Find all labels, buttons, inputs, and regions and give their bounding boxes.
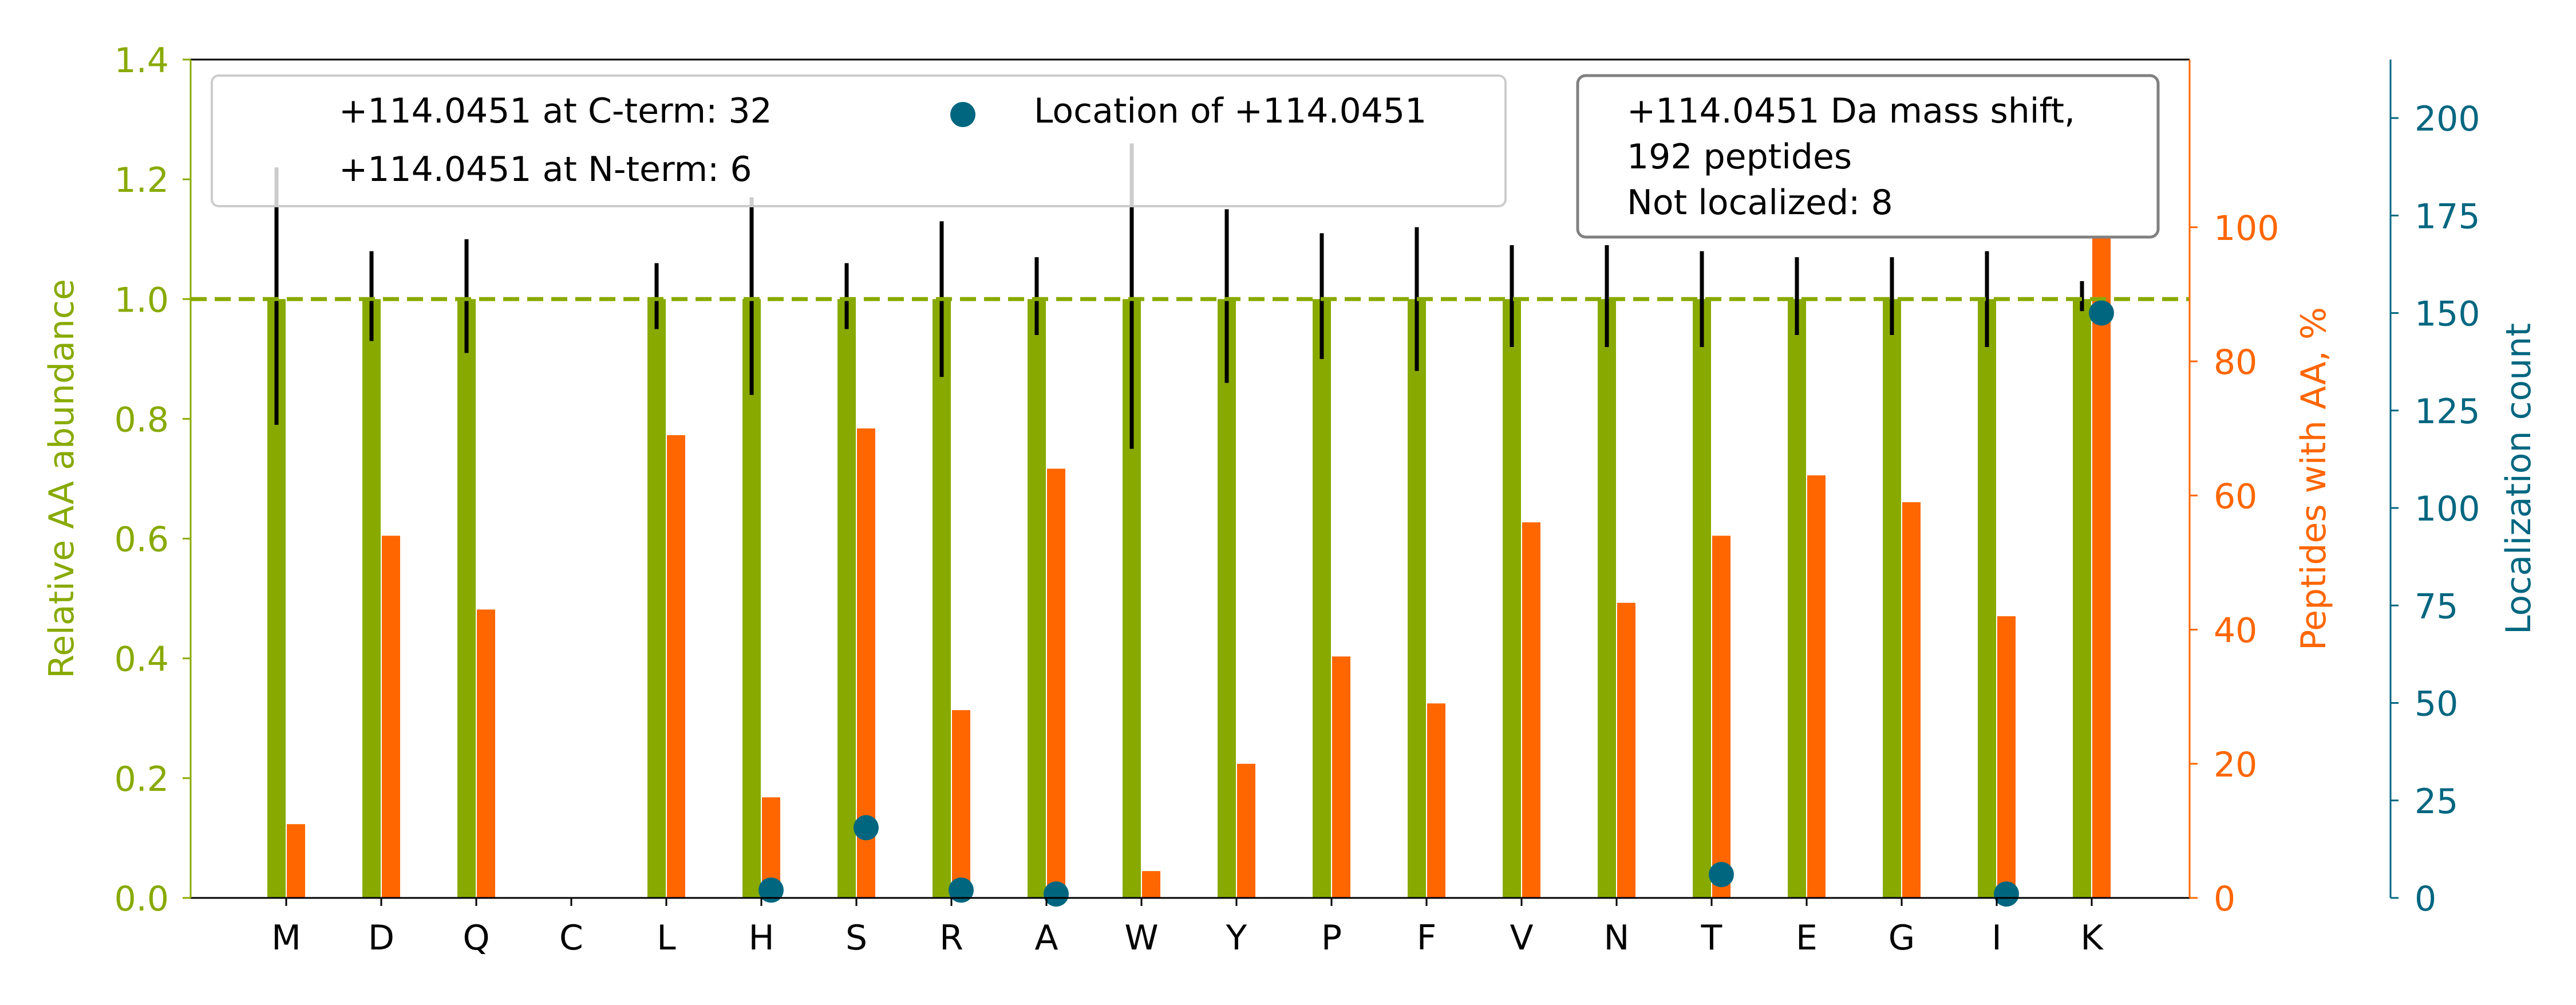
peptides-bar-V xyxy=(1522,522,1540,898)
category-label-N: N xyxy=(1604,918,1630,958)
category-label-Q: Q xyxy=(463,918,489,958)
category-label-D: D xyxy=(368,918,394,958)
peptides-bar-K xyxy=(2092,227,2111,898)
category-label-R: R xyxy=(939,918,963,958)
category-label-E: E xyxy=(1796,918,1818,958)
category-label-C: C xyxy=(559,918,583,958)
far-right-tick-label: 75 xyxy=(2415,586,2458,626)
abundance-bar-P xyxy=(1313,299,1331,898)
category-label-T: T xyxy=(1701,918,1722,958)
info-box xyxy=(1576,74,2160,239)
abundance-bar-A xyxy=(1028,299,1046,898)
left-tick-label: 0.2 xyxy=(114,759,169,799)
localization-point-A xyxy=(1044,881,1069,907)
localization-point-S xyxy=(854,815,879,841)
peptides-bar-N xyxy=(1617,602,1635,898)
peptides-bar-L xyxy=(667,435,685,898)
far-right-tick-label: 150 xyxy=(2415,294,2480,334)
category-label-L: L xyxy=(657,918,676,958)
legend-location-label: Location of +114.0451 xyxy=(1034,91,1427,131)
left-tick-label: 0.4 xyxy=(114,640,169,680)
left-tick-label: 0.6 xyxy=(114,520,169,560)
peptides-bar-R xyxy=(952,710,970,898)
peptides-bar-E xyxy=(1807,475,1826,898)
peptides-bar-I xyxy=(1997,616,2016,898)
localization-point-T xyxy=(1709,862,1734,888)
peptides-bar-W xyxy=(1142,871,1160,898)
category-label-G: G xyxy=(1888,918,1915,958)
left-axis-label: Relative AA abundance xyxy=(42,279,82,679)
abundance-bar-Q xyxy=(457,299,476,898)
peptides-bar-D xyxy=(382,535,400,898)
peptides-bar-Q xyxy=(477,609,495,898)
right-tick-label: 20 xyxy=(2214,745,2257,785)
localization-point-I xyxy=(1994,881,2019,907)
info-line-2: 192 peptides xyxy=(1627,137,1852,177)
localization-point-R xyxy=(949,877,974,903)
far-right-axis-label: Localization count xyxy=(2499,323,2539,634)
legend-cterm-label: +114.0451 at C-term: 32 xyxy=(339,91,772,131)
far-right-tick-label: 0 xyxy=(2415,879,2436,919)
right-tick-label: 40 xyxy=(2214,611,2257,651)
abundance-bar-H xyxy=(742,299,761,898)
far-right-tick-label: 50 xyxy=(2415,684,2458,724)
left-tick-label: 0.8 xyxy=(114,400,169,440)
far-right-tick-label: 175 xyxy=(2415,196,2480,237)
right-axis-label: Peptides with AA, % xyxy=(2294,307,2334,651)
peptides-bar-T xyxy=(1712,535,1730,898)
left-tick-label: 1.0 xyxy=(114,280,169,320)
right-tick-label: 100 xyxy=(2214,208,2279,249)
abundance-bar-L xyxy=(647,299,666,898)
localization-point-H xyxy=(758,877,784,903)
info-line-3: Not localized: 8 xyxy=(1627,183,1893,223)
peptides-bar-A xyxy=(1047,468,1065,898)
right-tick-label: 80 xyxy=(2214,342,2257,383)
legend-box xyxy=(211,74,1507,207)
peptides-bar-Y xyxy=(1237,763,1255,898)
legend-nterm-label: +114.0451 at N-term: 6 xyxy=(339,149,752,190)
peptides-bar-G xyxy=(1902,502,1921,898)
right-tick-label: 0 xyxy=(2214,879,2235,919)
right-tick-label: 60 xyxy=(2214,476,2257,517)
category-label-Y: Y xyxy=(1226,918,1247,958)
category-label-I: I xyxy=(1992,918,2002,958)
abundance-bar-D xyxy=(362,299,381,898)
category-label-K: K xyxy=(2080,918,2104,958)
peptides-bar-M xyxy=(287,824,305,898)
far-right-tick-label: 25 xyxy=(2415,782,2458,822)
category-label-S: S xyxy=(846,918,867,958)
abundance-bar-Y xyxy=(1218,299,1236,898)
left-tick-label: 1.2 xyxy=(114,160,169,200)
category-label-H: H xyxy=(748,918,774,958)
category-label-F: F xyxy=(1417,918,1437,958)
peptides-bar-P xyxy=(1332,656,1350,898)
abundance-bar-G xyxy=(1883,299,1901,898)
abundance-bar-E xyxy=(1788,299,1806,898)
far-right-tick-label: 125 xyxy=(2415,392,2480,432)
abundance-bar-F xyxy=(1408,299,1426,898)
abundance-bar-S xyxy=(837,299,856,898)
category-label-W: W xyxy=(1124,918,1158,958)
category-label-M: M xyxy=(271,918,301,958)
left-tick-label: 0.0 xyxy=(114,879,169,919)
abundance-bar-V xyxy=(1503,299,1521,898)
far-right-tick-label: 200 xyxy=(2415,99,2480,139)
abundance-bar-I xyxy=(1978,299,1996,898)
category-label-A: A xyxy=(1034,918,1058,958)
far-right-tick-label: 100 xyxy=(2415,489,2480,529)
abundance-bar-K xyxy=(2073,299,2091,898)
abundance-bar-T xyxy=(1693,299,1711,898)
category-label-P: P xyxy=(1321,918,1342,958)
category-label-V: V xyxy=(1510,918,1533,958)
info-line-1: +114.0451 Da mass shift, xyxy=(1627,91,2075,131)
abundance-bar-R xyxy=(933,299,951,898)
abundance-bar-N xyxy=(1598,299,1616,898)
left-tick-label: 1.4 xyxy=(114,41,169,81)
peptides-bar-F xyxy=(1427,703,1445,898)
legend-location-marker xyxy=(950,102,975,127)
localization-point-K xyxy=(2089,300,2114,326)
